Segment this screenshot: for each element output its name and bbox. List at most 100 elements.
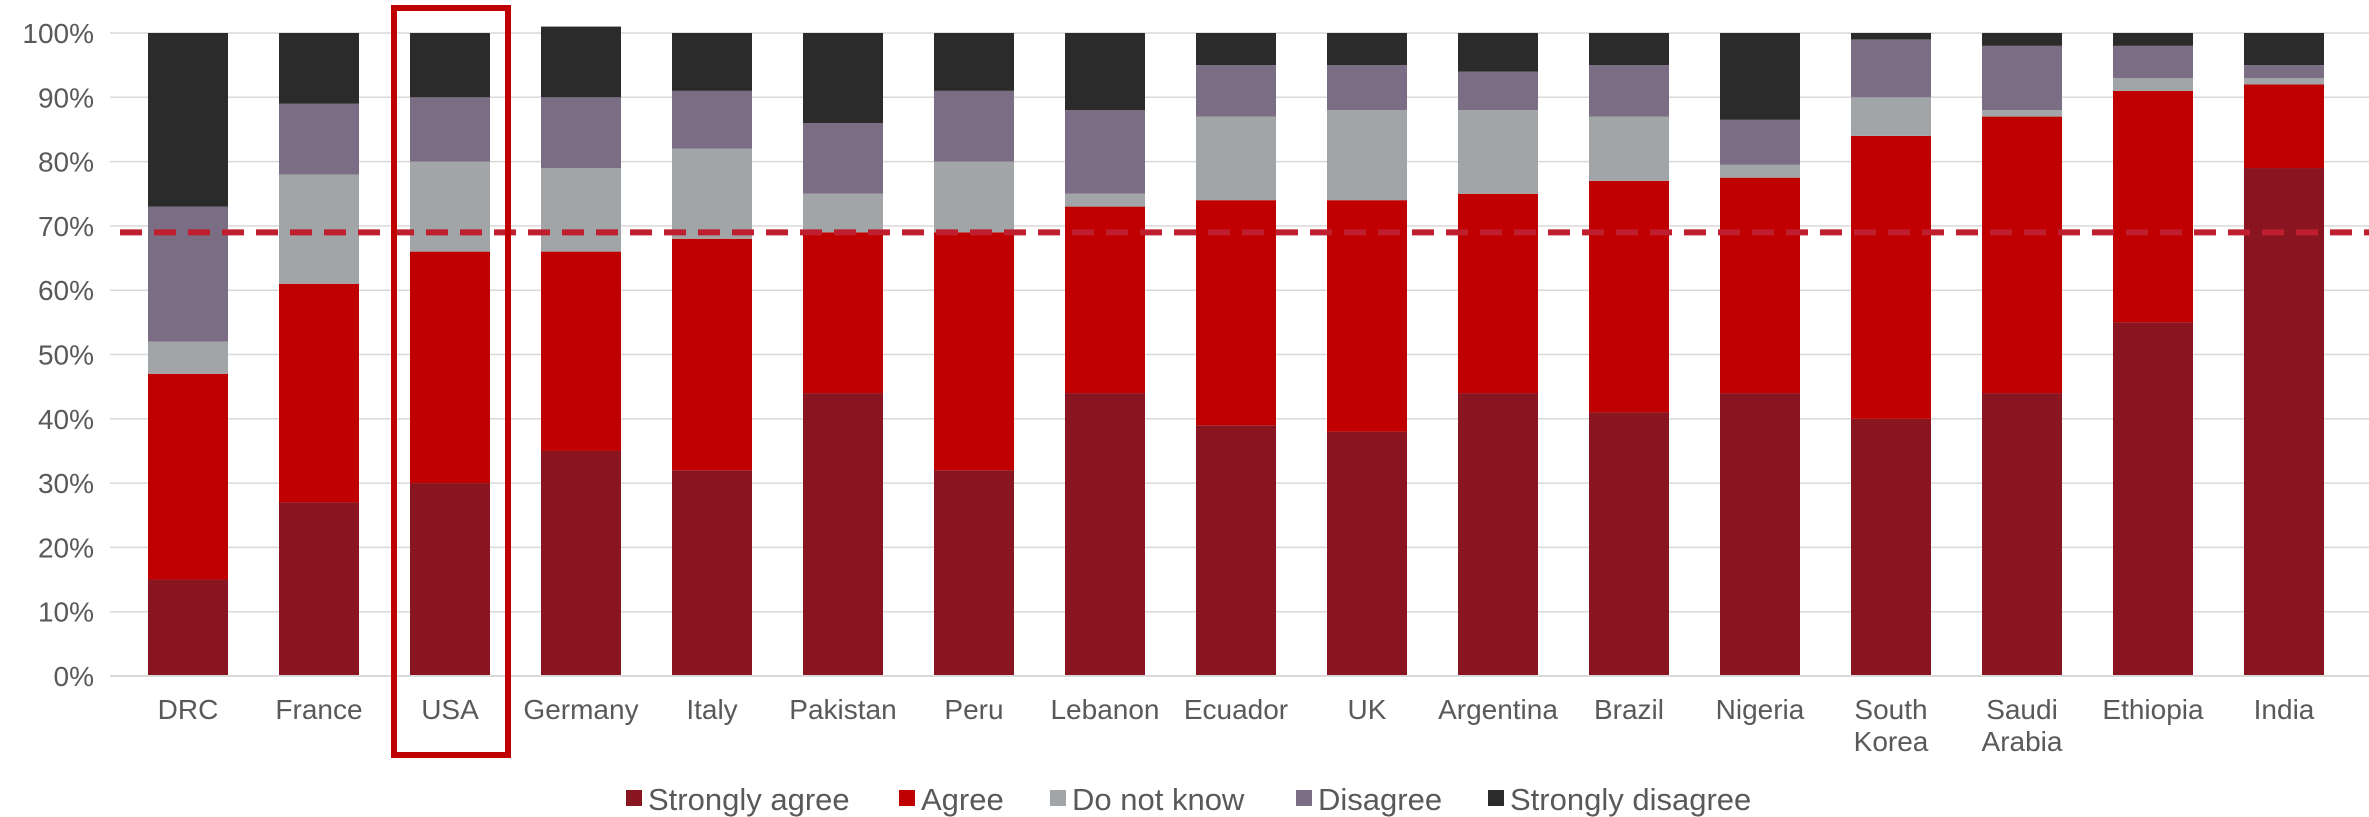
bar-segment-strongly-disagree bbox=[803, 33, 883, 124]
bar-segment-disagree bbox=[410, 97, 490, 162]
bar-segment-agree bbox=[1851, 135, 1931, 419]
bar-segment-agree bbox=[148, 373, 228, 580]
bar-segment-disagree bbox=[934, 90, 1014, 162]
bar-segment-do-not-know bbox=[1327, 110, 1407, 201]
bar-segment-disagree bbox=[2244, 65, 2324, 79]
bar-segment-disagree bbox=[1458, 71, 1538, 111]
bar-segment-agree bbox=[410, 251, 490, 484]
bar-segment-agree bbox=[1065, 206, 1145, 394]
bar-segment-disagree bbox=[279, 103, 359, 175]
bar-segment-strongly-agree bbox=[1589, 412, 1669, 676]
x-tick-label: Peru bbox=[944, 694, 1003, 725]
bar-segment-strongly-disagree bbox=[1851, 33, 1931, 40]
bar-segment-do-not-know bbox=[148, 341, 228, 374]
x-tick-label: Lebanon bbox=[1050, 694, 1159, 725]
bar-segment-agree bbox=[934, 232, 1014, 471]
bar-segment-strongly-disagree bbox=[1720, 33, 1800, 120]
x-tick-label: India bbox=[2254, 694, 2315, 725]
legend-label: Disagree bbox=[1318, 782, 1442, 817]
bar-segment-strongly-disagree bbox=[410, 33, 490, 98]
bar-segment-agree bbox=[1589, 180, 1669, 413]
legend-label: Strongly disagree bbox=[1510, 782, 1751, 817]
bar-segment-agree bbox=[1196, 200, 1276, 426]
y-tick-label: 30% bbox=[38, 468, 94, 499]
bar-segment-strongly-agree bbox=[934, 470, 1014, 676]
bar-segment-disagree bbox=[672, 90, 752, 149]
y-tick-label: 10% bbox=[38, 597, 94, 628]
bar-segment-do-not-know bbox=[1458, 110, 1538, 194]
bar-segment-strongly-agree bbox=[1327, 431, 1407, 676]
bar-segment-do-not-know bbox=[934, 161, 1014, 233]
y-tick-label: 20% bbox=[38, 532, 94, 563]
bar-segment-agree bbox=[1327, 200, 1407, 432]
x-tick-label: Ethiopia bbox=[2102, 694, 2204, 725]
bar-segment-disagree bbox=[803, 123, 883, 194]
x-tick-label: Arabia bbox=[1982, 726, 2063, 757]
bar-segment-strongly-agree bbox=[803, 393, 883, 676]
bar-segment-do-not-know bbox=[541, 168, 621, 252]
bar-segment-strongly-agree bbox=[148, 579, 228, 676]
bar-segment-disagree bbox=[1720, 119, 1800, 165]
bar-segment-strongly-disagree bbox=[148, 33, 228, 207]
bar-segment-strongly-agree bbox=[1196, 425, 1276, 676]
x-tick-label: France bbox=[275, 694, 362, 725]
y-tick-label: 0% bbox=[54, 661, 94, 692]
bar-segment-agree bbox=[2113, 90, 2193, 323]
bar-segment-strongly-disagree bbox=[1982, 33, 2062, 46]
bar-segment-do-not-know bbox=[672, 148, 752, 239]
legend-swatch bbox=[1296, 790, 1312, 806]
bar-segment-agree bbox=[279, 283, 359, 503]
bar-segment-do-not-know bbox=[803, 193, 883, 233]
bar-segment-strongly-disagree bbox=[1589, 33, 1669, 66]
legend-label: Agree bbox=[921, 782, 1004, 817]
legend-swatch bbox=[1050, 790, 1066, 806]
bar-segment-do-not-know bbox=[1196, 116, 1276, 201]
bar-segment-disagree bbox=[1982, 45, 2062, 111]
bar-segment-disagree bbox=[2113, 45, 2193, 79]
bar-segment-disagree bbox=[1065, 110, 1145, 194]
bar-segment-strongly-disagree bbox=[1458, 33, 1538, 72]
bar-segment-strongly-agree bbox=[2113, 322, 2193, 676]
x-tick-label: USA bbox=[421, 694, 479, 725]
bar-segment-strongly-disagree bbox=[541, 26, 621, 98]
legend-swatch bbox=[899, 790, 915, 806]
bar-segment-strongly-disagree bbox=[1196, 33, 1276, 66]
bar-segment-strongly-agree bbox=[541, 450, 621, 676]
bar-segment-disagree bbox=[1327, 65, 1407, 111]
bar-segment-strongly-disagree bbox=[279, 33, 359, 104]
bar-segment-strongly-disagree bbox=[2244, 33, 2324, 66]
y-tick-label: 40% bbox=[38, 404, 94, 435]
bar-segment-do-not-know bbox=[1065, 193, 1145, 207]
x-tick-label: Saudi bbox=[1986, 694, 2058, 725]
bar-segment-do-not-know bbox=[1982, 110, 2062, 117]
bar-segment-do-not-know bbox=[410, 161, 490, 252]
y-tick-label: 90% bbox=[38, 82, 94, 113]
bar-segment-agree bbox=[1982, 116, 2062, 394]
y-tick-label: 70% bbox=[38, 211, 94, 242]
bar-segment-agree bbox=[541, 251, 621, 451]
bar-segment-strongly-disagree bbox=[2113, 33, 2193, 46]
bar-segment-strongly-disagree bbox=[1327, 33, 1407, 66]
bar-segment-strongly-agree bbox=[2244, 168, 2324, 676]
x-tick-label: Nigeria bbox=[1716, 694, 1805, 725]
bar-segment-agree bbox=[1458, 193, 1538, 394]
bar-segment-agree bbox=[2244, 84, 2324, 169]
legend-label: Strongly agree bbox=[648, 782, 850, 817]
bar-segment-disagree bbox=[1589, 65, 1669, 117]
y-tick-label: 100% bbox=[22, 18, 94, 49]
bar-segment-do-not-know bbox=[2113, 78, 2193, 91]
y-tick-label: 80% bbox=[38, 147, 94, 178]
bar-segment-do-not-know bbox=[1720, 164, 1800, 178]
legend-swatch bbox=[1488, 790, 1504, 806]
bar-segment-disagree bbox=[1851, 39, 1931, 98]
bar-segment-strongly-agree bbox=[672, 470, 752, 676]
y-tick-label: 50% bbox=[38, 340, 94, 371]
highlight-box bbox=[391, 5, 511, 758]
bar-segment-disagree bbox=[1196, 65, 1276, 117]
legend-swatch bbox=[626, 790, 642, 806]
bar-segment-disagree bbox=[541, 97, 621, 169]
x-tick-label: South bbox=[1854, 694, 1927, 725]
bar-segment-agree bbox=[672, 238, 752, 471]
